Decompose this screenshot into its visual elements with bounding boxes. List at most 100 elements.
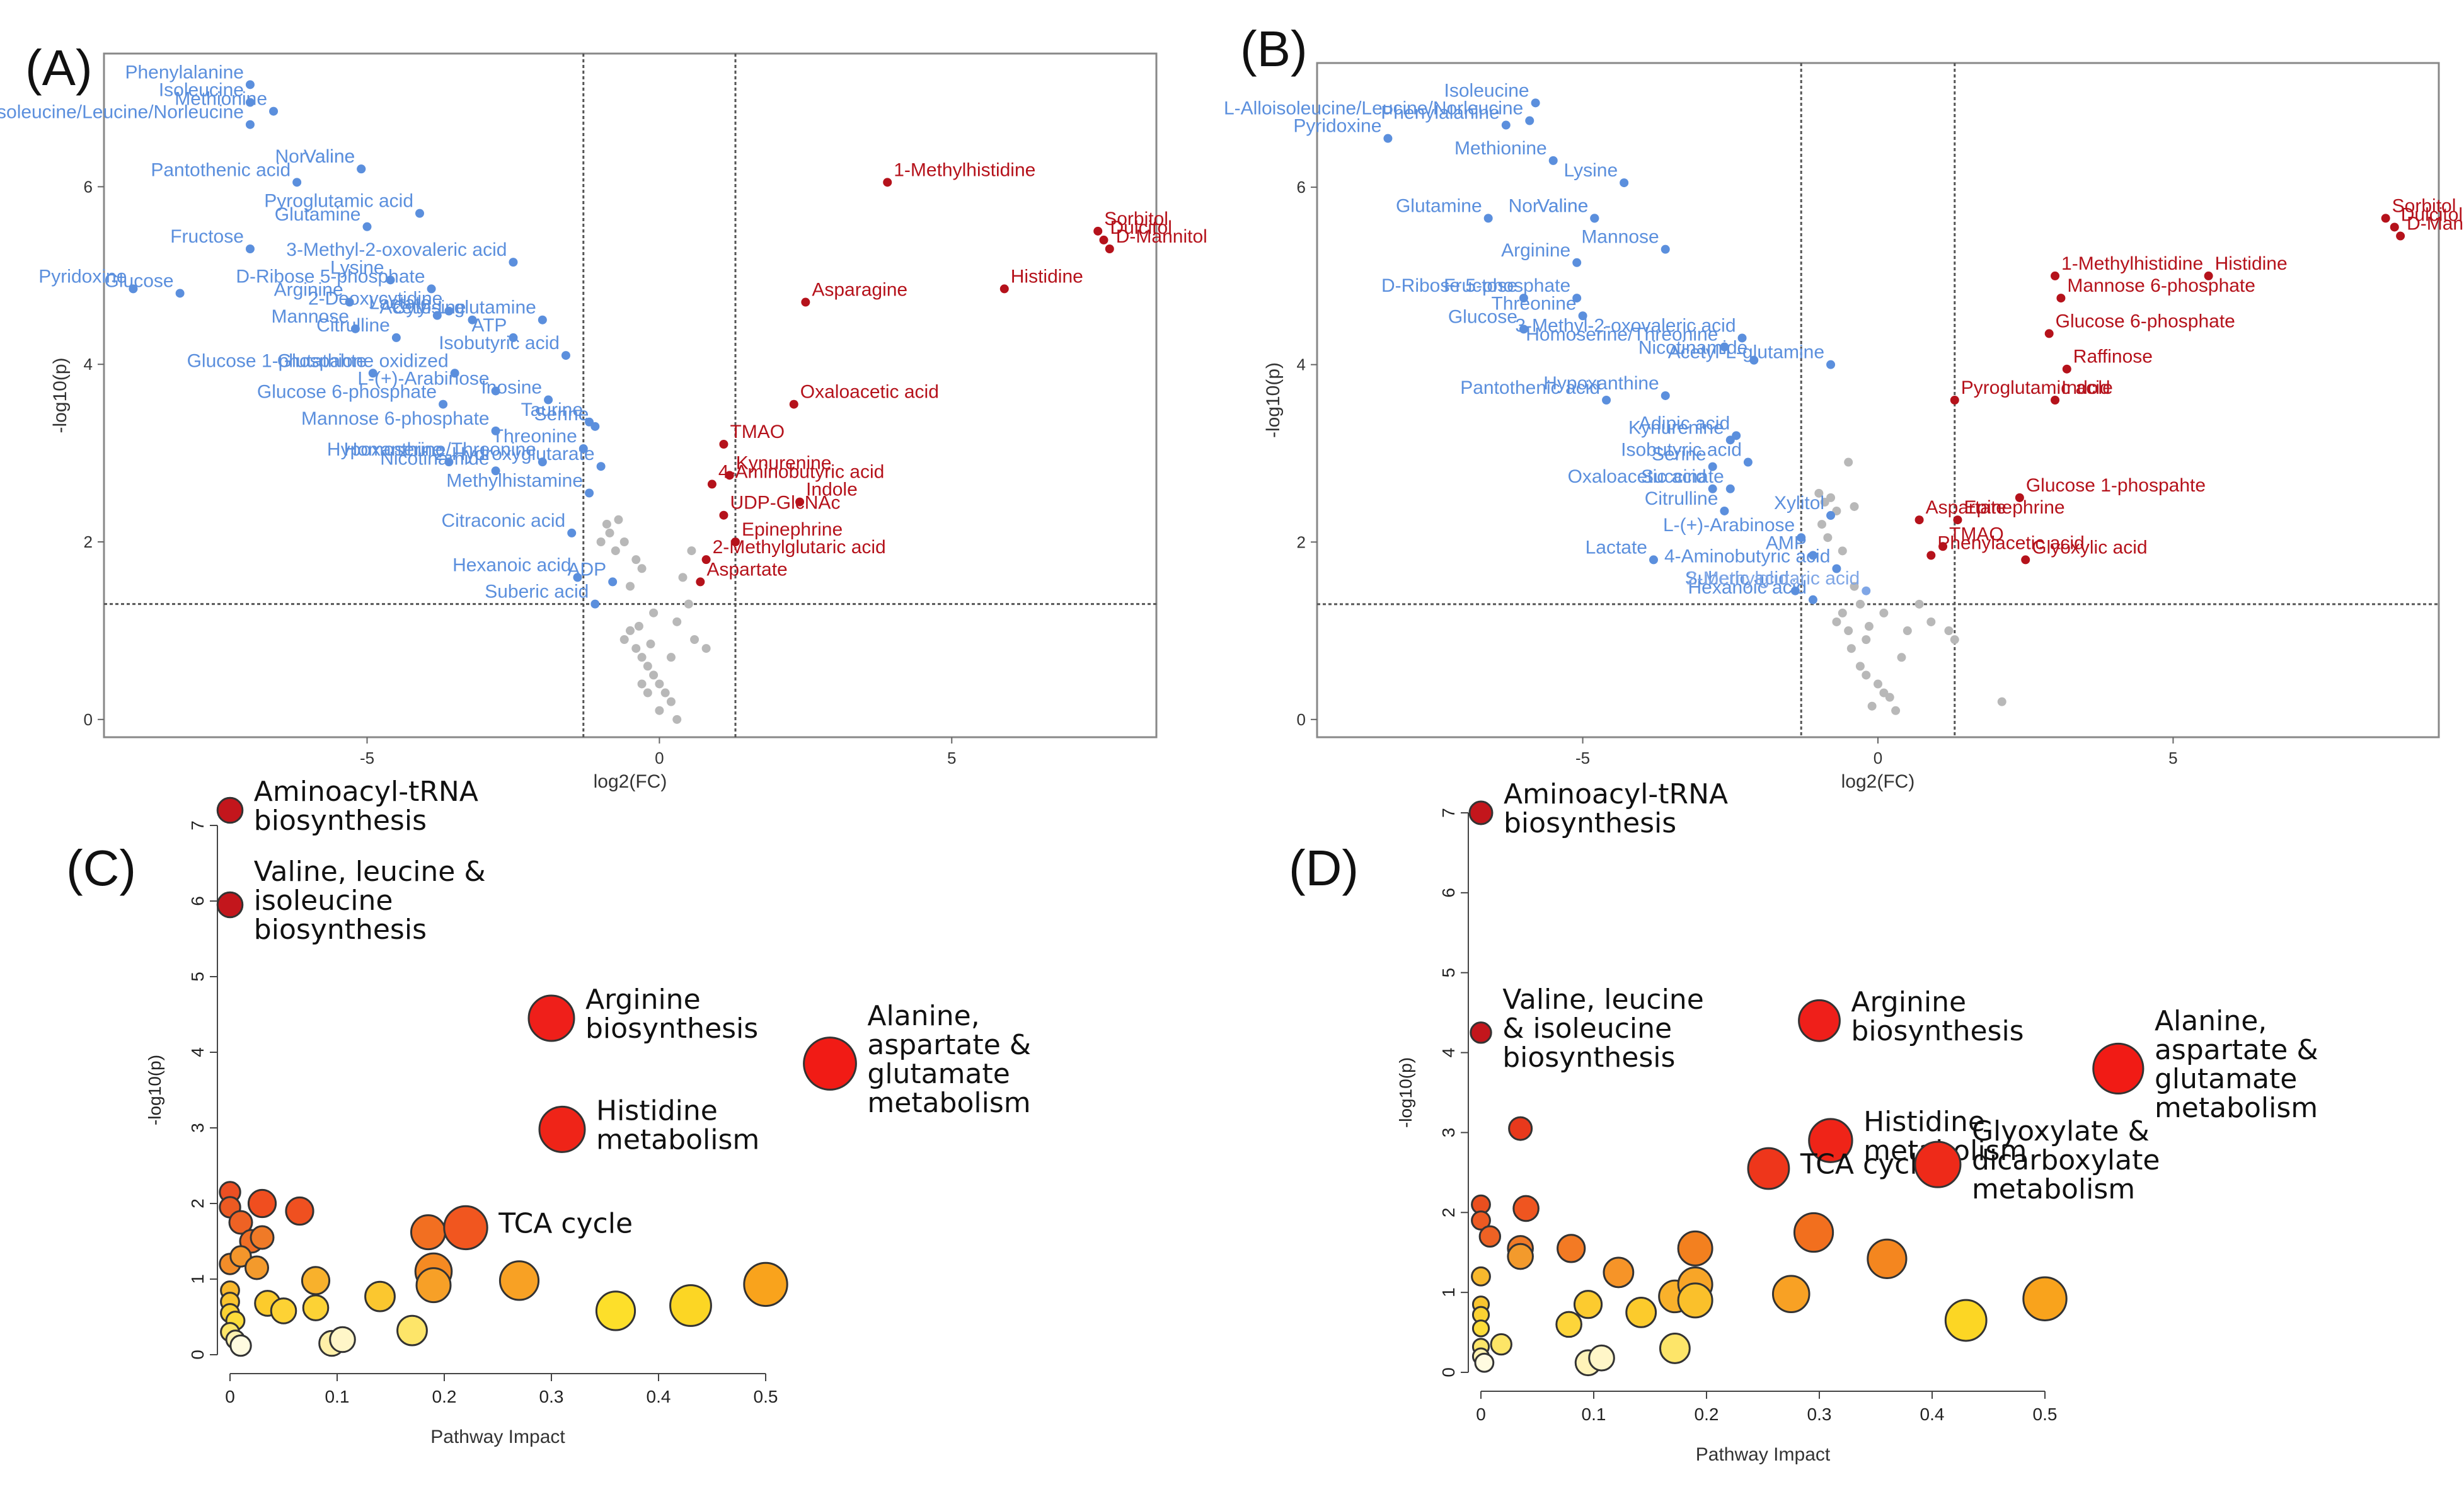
point-serine xyxy=(1708,462,1717,471)
x-tick-label: 0.1 xyxy=(325,1387,350,1406)
pathway-label-line: Histidine xyxy=(596,1094,718,1127)
label-1-methylhistidine: 1-Methylhistidine xyxy=(894,159,1035,180)
pathway-label-line: TCA cycle xyxy=(498,1207,633,1239)
pathway-label-line: Alanine, xyxy=(867,1000,979,1032)
bubble-histidine-metabolism xyxy=(538,1105,586,1153)
pathway-bubble xyxy=(415,1267,452,1304)
pathway-label-line: dicarboxylate xyxy=(1972,1144,2160,1176)
ns-point xyxy=(1846,644,1856,653)
bubble-histidine-metabolism xyxy=(1808,1118,1853,1163)
pathway-label-line: isoleucine xyxy=(254,885,393,917)
point-citrulline xyxy=(1720,506,1729,515)
point-oxaloacetic-acid xyxy=(1708,484,1717,493)
label-glutamine: Glutamine xyxy=(275,204,361,225)
label-lysine: Lysine xyxy=(330,257,384,278)
ns-point xyxy=(660,688,670,698)
ns-point xyxy=(1926,617,1936,626)
x-tick-label: 0 xyxy=(1476,1404,1486,1424)
label-udp-glcnac: UDP-GlcNAc xyxy=(730,493,840,514)
label-serine: Serine xyxy=(534,404,589,425)
label-oxaloacetic-acid: Oxaloacetic acid xyxy=(1568,466,1707,487)
ns-point xyxy=(605,528,614,537)
ns-point xyxy=(1814,488,1824,498)
point-sorbitol xyxy=(1093,226,1103,236)
point-indole xyxy=(2051,396,2060,405)
point-isobutyric-acid xyxy=(1743,457,1753,467)
x-tick-label: 0.4 xyxy=(647,1387,671,1406)
point-2-methylglutaric-acid xyxy=(701,555,711,565)
pathway-bubble xyxy=(410,1214,446,1251)
point-isoleucine xyxy=(245,98,255,107)
point-pantothenic-acid xyxy=(1602,396,1611,405)
ns-point xyxy=(1874,679,1882,689)
pathway-bubble xyxy=(245,1255,269,1280)
ns-point xyxy=(655,679,664,689)
pathway-label-line: Glyoxylate & xyxy=(1972,1115,2150,1147)
label-mannose: Mannose xyxy=(1581,227,1659,248)
ns-point xyxy=(1879,608,1889,617)
label-norvaline: Norvaline xyxy=(1509,195,1589,216)
ns-point xyxy=(1850,502,1859,511)
label-suberic-acid: Suberic acid xyxy=(1685,568,1789,589)
label-4-aminobutyric-acid: 4-Aminobutyric acid xyxy=(718,461,884,482)
point-3-methyl-2-oxovaleric-acid xyxy=(1737,333,1747,343)
point-suberic-acid xyxy=(1790,586,1800,595)
label-taurine: Taurine xyxy=(521,399,583,420)
ns-point xyxy=(649,670,659,680)
y-tick-label: 6 xyxy=(1439,888,1458,898)
bubble-glyoxylate-dicarboxylate-metabolism xyxy=(1914,1140,1962,1188)
label-d-mannitol: D-Mannitol xyxy=(2407,214,2464,234)
label-oxaloacetic-acid: Oxaloacetic acid xyxy=(800,382,939,403)
y-axis-label: -log10(p) xyxy=(1263,362,1284,438)
pathway-bubble xyxy=(498,1260,540,1301)
point-methylhistamine xyxy=(585,488,594,498)
point-epinephrine xyxy=(731,537,740,546)
point-atp xyxy=(509,333,518,342)
label-histidine: Histidine xyxy=(2215,253,2288,274)
point-histidine xyxy=(999,284,1009,294)
bubble-valine-leucine-isoleucine-biosynthesis xyxy=(216,891,244,919)
label-methylhistamine: Methylhistamine xyxy=(446,471,583,491)
pathway-bubble xyxy=(1677,1230,1713,1266)
x-tick-label: 0.4 xyxy=(1920,1404,1945,1424)
point-l-alloisoleucine-leucine-norleucine xyxy=(1525,116,1534,125)
pathway-bubble xyxy=(1573,1290,1603,1319)
pathway-label-valine-leucine-isoleucine-biosynthesis: Valine, leucine & isoleucine biosynthesis xyxy=(254,856,486,946)
pathway-bubble xyxy=(1603,1256,1635,1289)
point-glucose-1-phospahte xyxy=(2015,493,2024,502)
y-tick-label: 6 xyxy=(188,896,207,906)
label-isobutyric-acid: Isobutyric acid xyxy=(1621,440,1742,461)
label-hexanoic-acid: Hexanoic acid xyxy=(1688,577,1807,598)
label-valine: Valine xyxy=(1537,195,1588,216)
label-l-alloisoleucine-leucine-norleucine: L-Alloisoleucine/Leucine/Norleucine xyxy=(1224,98,1523,119)
ns-point xyxy=(631,644,641,653)
point-adipic-acid xyxy=(1732,431,1741,440)
label-pyroglutamic-acid: Pyroglutamic acid xyxy=(264,191,413,212)
point-sorbitol xyxy=(2381,214,2390,223)
pathway-bubble xyxy=(1659,1333,1691,1364)
ns-point xyxy=(626,626,635,635)
point-l-arabinose xyxy=(491,386,500,396)
label-glucose: Glucose xyxy=(105,270,174,291)
label-phenylacetic-acid: Phenylacetic acid xyxy=(1937,532,2084,553)
pathway-label-tca-cycle: TCA cycle xyxy=(1800,1149,1935,1181)
point-serine xyxy=(590,422,600,431)
ns-point xyxy=(672,715,682,724)
point-glucose-6-phosphate xyxy=(2044,329,2054,338)
ns-point xyxy=(687,546,696,556)
label-lactate: Lactate xyxy=(1586,537,1647,558)
pathway-label-line: metabolism xyxy=(596,1123,759,1156)
label-pantothenic-acid: Pantothenic acid xyxy=(1460,377,1600,398)
x-axis-label: log2(FC) xyxy=(1841,771,1915,792)
point-pyroglutamic-acid xyxy=(415,209,424,218)
point-fructose xyxy=(245,244,255,253)
label-hexanoic-acid: Hexanoic acid xyxy=(452,554,571,575)
point-dulcitol xyxy=(2390,222,2399,232)
ns-point xyxy=(1850,582,1859,591)
label-l-arabinose: L-(+)-Arabinose xyxy=(357,368,489,389)
pathway-label-line: biosynthesis xyxy=(585,1013,758,1045)
y-tick-label: 0 xyxy=(84,710,93,729)
pathway-bubble xyxy=(669,1284,712,1327)
ns-point xyxy=(690,635,699,644)
